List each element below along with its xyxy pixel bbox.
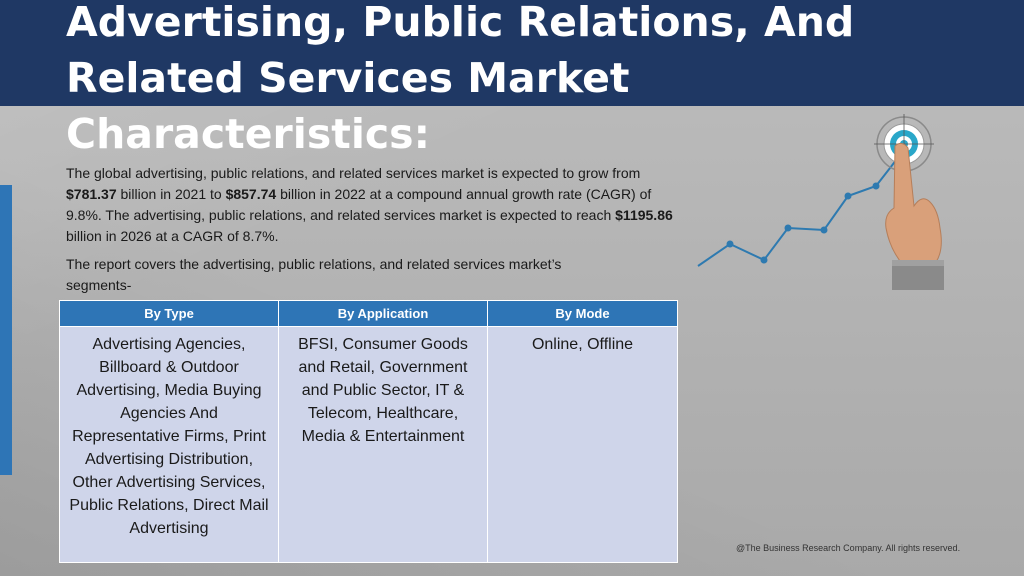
title-line-1: Advertising, Public Relations, And [66,0,855,46]
header-by-type: By Type [59,300,279,327]
growth-illustration [697,114,944,290]
table-header-row: By Type By Application By Mode [59,300,678,327]
segments-table: By Type By Application By Mode Advertisi… [59,300,678,563]
intro-text-4: billion in 2026 at a CAGR of 8.7%. [66,228,279,244]
cell-by-application: BFSI, Consumer Goods and Retail, Governm… [278,326,488,563]
intro-paragraph: The global advertising, public relations… [66,163,686,247]
cell-by-type: Advertising Agencies, Billboard & Outdoo… [59,326,279,563]
value-2021: $781.37 [66,186,117,202]
header-by-mode: By Mode [487,300,678,327]
title-line-2: Related Services Market Characteristics: [66,54,630,158]
title-banner: Advertising, Public Relations, And Relat… [0,0,1024,158]
accent-bar [0,185,12,475]
report-text: The report covers the advertising, publi… [66,256,562,293]
value-2022: $857.74 [225,186,277,202]
value-2026: $1195.86 [615,207,673,223]
copyright-footer: @The Business Research Company. All righ… [736,543,961,553]
intro-text-1: The global advertising, public relations… [66,165,641,181]
page-title: Advertising, Public Relations, And Relat… [66,0,966,162]
pointing-hand-icon [885,142,944,290]
cell-by-mode: Online, Offline [487,326,678,563]
table-row: Advertising Agencies, Billboard & Outdoo… [59,326,678,563]
intro-text-2: billion in 2021 to [116,186,226,202]
trend-line-icon [697,149,905,267]
intro-text-3: billion in 2022 at a compound annual gro… [66,186,652,223]
header-by-application: By Application [278,300,488,327]
